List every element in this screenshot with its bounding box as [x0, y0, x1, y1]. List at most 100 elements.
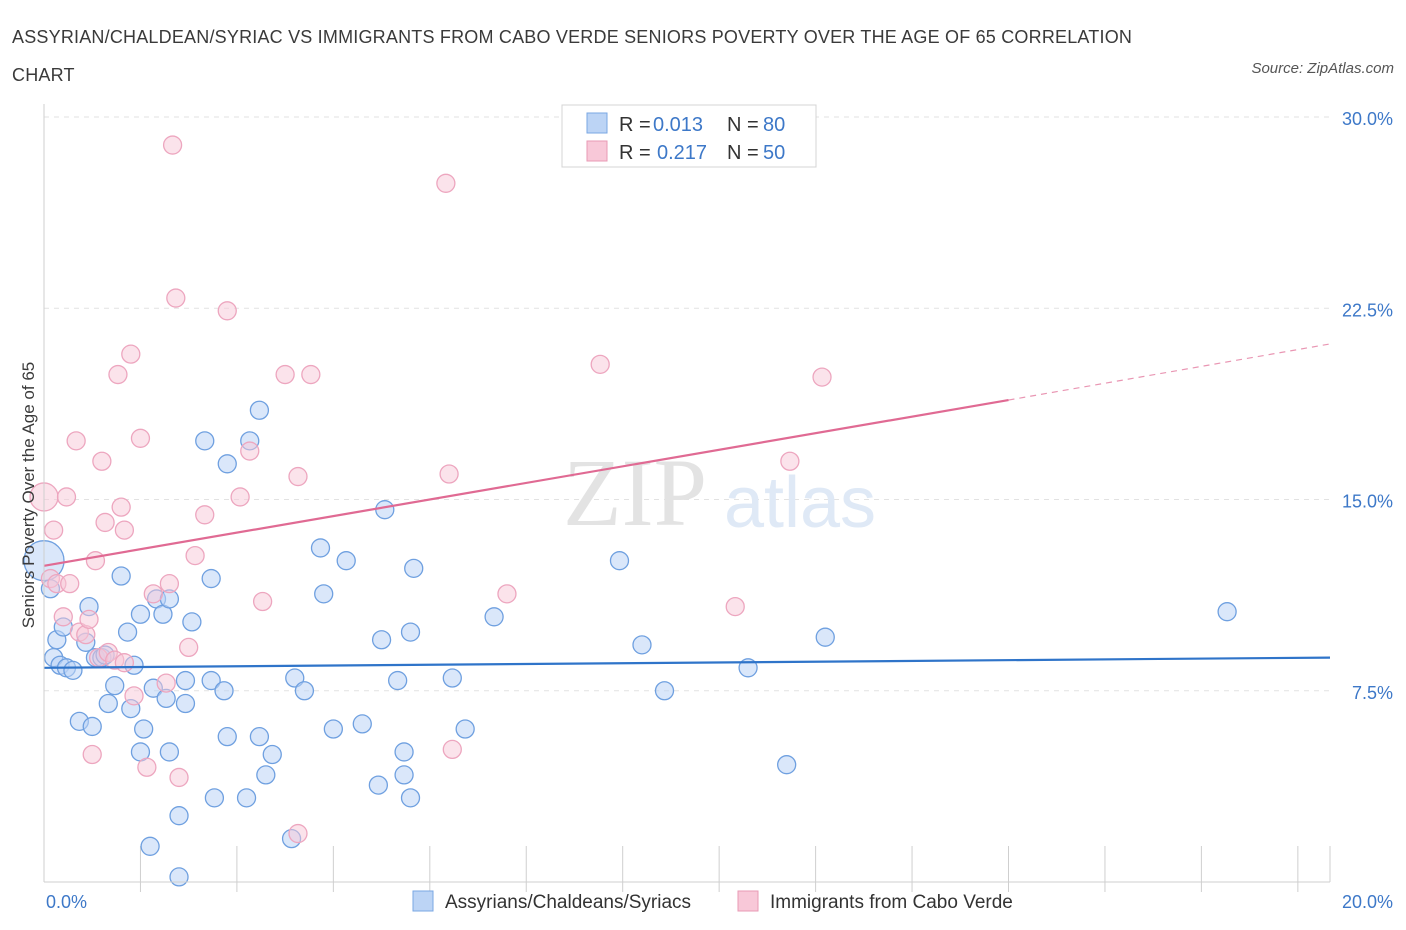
point-cabo-verde — [288, 823, 308, 844]
point-assyrians — [169, 867, 189, 887]
point-assyrians — [442, 668, 462, 688]
legend-n-value-1: 80 — [763, 114, 785, 136]
point-assyrians — [285, 668, 305, 688]
trend-lines — [43, 343, 1331, 669]
bottom-legend-swatch-2 — [737, 890, 759, 912]
point-cabo-verde — [725, 596, 745, 617]
point-assyrians — [314, 584, 334, 604]
point-assyrians — [117, 622, 138, 642]
legend-r-label-1: R = — [619, 114, 651, 136]
point-cabo-verde — [275, 364, 295, 385]
source-label: Source: ZipAtlas.com — [1251, 60, 1394, 77]
bottom-legend-label-2: Immigrants from Cabo Verde — [770, 892, 1013, 913]
point-assyrians — [256, 765, 276, 785]
point-assyrians — [400, 622, 421, 642]
point-assyrians — [262, 744, 282, 765]
chart-title: ASSYRIAN/CHALDEAN/SYRIAC VS IMMIGRANTS F… — [12, 27, 1133, 85]
point-cabo-verde — [162, 135, 183, 155]
point-assyrians — [217, 727, 237, 747]
point-cabo-verde — [130, 428, 151, 448]
point-assyrians — [82, 716, 102, 737]
legend-swatch-series1 — [586, 112, 608, 134]
point-cabo-verde — [114, 653, 135, 673]
point-cabo-verde — [252, 591, 273, 612]
point-assyrians — [249, 400, 270, 420]
point-assyrians — [134, 719, 154, 739]
point-cabo-verde — [442, 739, 462, 760]
bottom-legend-label-1: Assyrians/Chaldeans/Syriacs — [445, 892, 691, 913]
point-assyrians — [140, 836, 160, 856]
point-cabo-verde — [56, 487, 77, 507]
y-tick-label-3: 30.0% — [1342, 109, 1393, 129]
point-assyrians — [201, 670, 221, 691]
point-cabo-verde — [79, 609, 99, 629]
point-cabo-verde — [137, 757, 157, 777]
point-assyrians — [236, 788, 257, 808]
point-cabo-verde — [166, 288, 186, 308]
point-assyrians — [175, 693, 196, 714]
bottom-legend-swatch-1 — [412, 890, 434, 912]
point-assyrians — [63, 660, 83, 680]
point-assyrians — [323, 719, 344, 739]
point-assyrians — [98, 693, 118, 714]
point-cabo-verde — [108, 364, 128, 385]
point-assyrians — [182, 612, 202, 632]
point-cabo-verde — [812, 367, 832, 387]
legend-swatch-series2 — [586, 140, 608, 162]
point-assyrians — [111, 566, 131, 586]
point-assyrians — [455, 719, 475, 739]
point-assyrians — [130, 604, 151, 624]
y-tick-label-0: 7.5% — [1352, 683, 1393, 703]
y-axis-tick-labels: 7.5% 15.0% 22.5% 30.0% — [1342, 109, 1393, 703]
point-assyrians — [352, 714, 372, 734]
point-assyrians — [105, 676, 125, 696]
point-cabo-verde — [439, 464, 459, 484]
legend-n-label-2: N = — [727, 142, 759, 164]
point-cabo-verde — [195, 505, 215, 525]
point-assyrians — [169, 806, 189, 826]
point-cabo-verde — [301, 364, 321, 385]
point-assyrians — [368, 775, 389, 795]
point-assyrians — [201, 568, 221, 589]
point-cabo-verde — [43, 520, 64, 540]
y-tick-label-1: 15.0% — [1342, 492, 1393, 512]
trend-line-assyrians — [43, 656, 1331, 669]
point-cabo-verde — [217, 301, 237, 321]
point-cabo-verde — [111, 497, 131, 517]
legend-n-value-2: 50 — [763, 142, 785, 164]
point-assyrians — [394, 765, 414, 785]
point-cabo-verde — [159, 574, 180, 594]
point-assyrians — [815, 627, 835, 647]
point-cabo-verde — [780, 451, 800, 471]
point-assyrians — [249, 727, 270, 747]
legend-n-label-1: N = — [727, 114, 759, 136]
y-axis-label: Seniors Poverty Over the Age of 65 — [19, 362, 38, 628]
point-assyrians — [217, 454, 237, 474]
trend-line-cabo-verde-extrapolated — [1008, 343, 1331, 401]
point-cabo-verde — [185, 545, 205, 566]
legend-r-label-2: R = — [619, 142, 651, 164]
point-assyrians — [387, 670, 408, 691]
point-cabo-verde — [240, 441, 260, 461]
point-assyrians — [484, 607, 504, 627]
point-cabo-verde — [179, 637, 199, 658]
point-cabo-verde — [497, 584, 517, 604]
point-assyrians — [654, 681, 675, 701]
bottom-legend: Assyrians/Chaldeans/Syriacs Immigrants f… — [412, 890, 1013, 913]
point-cabo-verde — [124, 686, 144, 706]
point-assyrians — [336, 551, 356, 571]
point-assyrians — [375, 500, 395, 520]
point-assyrians — [159, 742, 180, 762]
series-cabo-verde-points — [29, 135, 832, 844]
point-cabo-verde — [230, 487, 250, 507]
point-cabo-verde — [92, 451, 112, 471]
point-cabo-verde — [82, 744, 102, 765]
point-cabo-verde — [436, 173, 456, 193]
x-tick-label-min: 0.0% — [46, 892, 87, 912]
point-assyrians — [371, 630, 392, 650]
x-tick-label-max: 20.0% — [1342, 892, 1393, 912]
point-assyrians — [609, 551, 630, 571]
point-cabo-verde — [114, 520, 135, 540]
point-cabo-verde — [169, 767, 189, 788]
